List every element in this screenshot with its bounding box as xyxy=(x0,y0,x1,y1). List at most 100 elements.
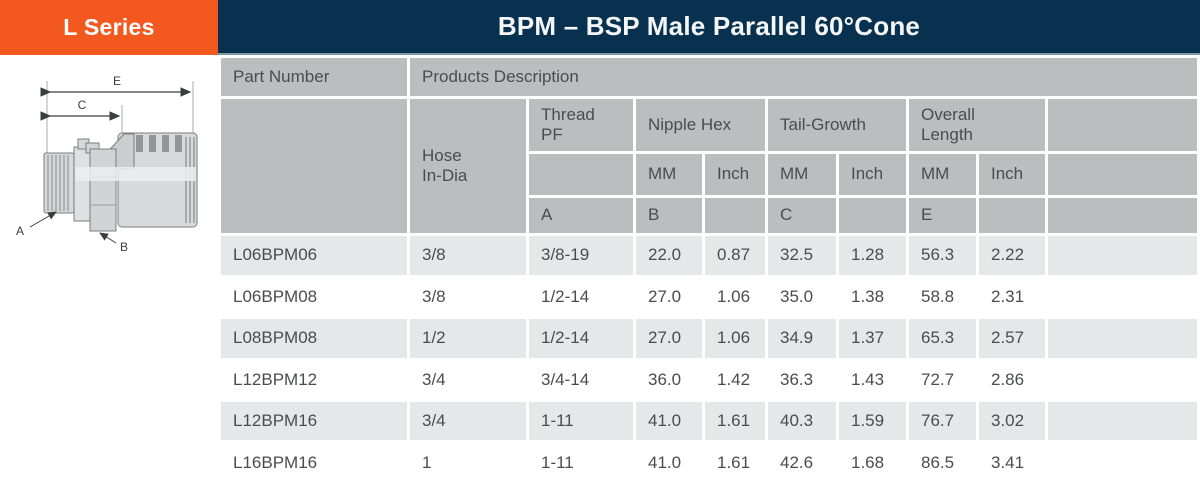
header-spacer-cell xyxy=(839,197,906,234)
cell-hose-in-dia: 1/2 xyxy=(410,319,526,358)
cell-thread-pf: 1-11 xyxy=(529,402,633,441)
cell-nipple-hex-mm: 22.0 xyxy=(636,236,702,275)
unit-header-mm: MM xyxy=(909,154,976,195)
cell-nipple-hex-inch: 1.42 xyxy=(705,360,765,399)
cell-part-number: L12BPM12 xyxy=(221,360,407,399)
cell-spacer xyxy=(1048,277,1197,317)
dim-letter-c: C xyxy=(768,197,836,234)
cell-part-number: L06BPM06 xyxy=(221,236,407,275)
cell-tail-growth-inch: 1.68 xyxy=(839,443,906,482)
cell-spacer xyxy=(1048,360,1197,399)
shell-slot xyxy=(136,135,143,152)
fitting-drawing-svg: E C xyxy=(16,74,198,254)
cell-thread-pf: 3/4-14 xyxy=(529,360,633,399)
table-row: L12BPM16 3/4 1-11 41.0 1.61 40.3 1.59 76… xyxy=(221,402,1197,441)
dimension-label-E: E xyxy=(113,74,121,88)
cell-tail-growth-mm: 32.5 xyxy=(768,236,836,275)
cell-tail-growth-inch: 1.28 xyxy=(839,236,906,275)
fitting-technical-drawing: E C xyxy=(0,55,218,315)
cell-nipple-hex-inch: 1.61 xyxy=(705,402,765,441)
thread-ridges xyxy=(47,155,69,211)
cell-overall-length-inch: 2.22 xyxy=(979,236,1045,275)
cell-tail-growth-mm: 34.9 xyxy=(768,319,836,358)
header-spacer-cell xyxy=(979,197,1045,234)
col-header-nipple-hex: Nipple Hex xyxy=(636,99,765,152)
shell-slot xyxy=(175,135,182,152)
page-title: BPM – BSP Male Parallel 60°Cone xyxy=(497,11,921,41)
table-row: L06BPM06 3/8 3/8-19 22.0 0.87 32.5 1.28 … xyxy=(221,236,1197,275)
cell-hose-in-dia: 1 xyxy=(410,443,526,482)
cell-tail-growth-mm: 42.6 xyxy=(768,443,836,482)
cell-spacer xyxy=(1048,319,1197,358)
unit-header-inch: Inch xyxy=(979,154,1045,195)
header-spacer-cell xyxy=(1048,99,1197,152)
cell-hose-in-dia: 3/4 xyxy=(410,360,526,399)
col-header-hose-in-dia: Hose In-Dia xyxy=(410,99,526,234)
cell-tail-growth-mm: 35.0 xyxy=(768,277,836,317)
cell-spacer xyxy=(1048,443,1197,482)
header-spacer-cell xyxy=(529,154,633,195)
leader-line-b xyxy=(99,232,117,244)
unit-header-mm: MM xyxy=(768,154,836,195)
title-bar: BPM – BSP Male Parallel 60°Cone xyxy=(218,0,1200,55)
cell-overall-length-inch: 2.31 xyxy=(979,277,1045,317)
spec-table: Part Number Products Description Hose In… xyxy=(218,55,1200,485)
cell-nipple-hex-inch: 1.06 xyxy=(705,319,765,358)
col-header-tail-growth: Tail-Growth xyxy=(768,99,906,152)
header-spacer-cell xyxy=(705,197,765,234)
header-spacer-cell xyxy=(1048,197,1197,234)
table-row: L16BPM16 1 1-11 41.0 1.61 42.6 1.68 86.5… xyxy=(221,443,1197,482)
cell-part-number: L08BPM08 xyxy=(221,319,407,358)
col-header-thread-pf: Thread PF xyxy=(529,99,633,152)
col-header-part-number: Part Number xyxy=(221,58,407,97)
shell-slot xyxy=(149,135,156,152)
cell-part-number: L16BPM16 xyxy=(221,443,407,482)
cell-overall-length-mm: 58.8 xyxy=(909,277,976,317)
cell-overall-length-inch: 2.86 xyxy=(979,360,1045,399)
unit-header-inch: Inch xyxy=(839,154,906,195)
cell-overall-length-mm: 56.3 xyxy=(909,236,976,275)
highlight-stripe xyxy=(75,167,196,181)
cell-thread-pf: 1-11 xyxy=(529,443,633,482)
cell-part-number: L12BPM16 xyxy=(221,402,407,441)
col-header-products-description: Products Description xyxy=(410,58,1197,97)
col-header-overall-length: Overall Length xyxy=(909,99,1045,152)
cell-nipple-hex-mm: 41.0 xyxy=(636,402,702,441)
unit-header-mm: MM xyxy=(636,154,702,195)
cell-tail-growth-mm: 36.3 xyxy=(768,360,836,399)
cell-nipple-hex-mm: 27.0 xyxy=(636,319,702,358)
cell-tail-growth-mm: 40.3 xyxy=(768,402,836,441)
series-badge: L Series xyxy=(0,0,218,55)
cell-overall-length-mm: 86.5 xyxy=(909,443,976,482)
flange xyxy=(73,146,91,222)
cell-tail-growth-inch: 1.43 xyxy=(839,360,906,399)
cell-nipple-hex-mm: 27.0 xyxy=(636,277,702,317)
dim-letter-e: E xyxy=(909,197,976,234)
dim-letter-b: B xyxy=(636,197,702,234)
cell-spacer xyxy=(1048,236,1197,275)
cell-overall-length-mm: 72.7 xyxy=(909,360,976,399)
dimension-label-C: C xyxy=(78,98,87,112)
cell-overall-length-inch: 3.41 xyxy=(979,443,1045,482)
header-spacer-cell xyxy=(221,99,407,234)
table-row: L12BPM12 3/4 3/4-14 36.0 1.42 36.3 1.43 … xyxy=(221,360,1197,399)
header-spacer-cell xyxy=(1048,154,1197,195)
cell-thread-pf: 3/8-19 xyxy=(529,236,633,275)
cell-nipple-hex-inch: 0.87 xyxy=(705,236,765,275)
unit-header-inch: Inch xyxy=(705,154,765,195)
cell-nipple-hex-inch: 1.61 xyxy=(705,443,765,482)
cell-hose-in-dia: 3/4 xyxy=(410,402,526,441)
table-row: L08BPM08 1/2 1/2-14 27.0 1.06 34.9 1.37 … xyxy=(221,319,1197,358)
callout-label-b: B xyxy=(120,240,128,254)
cell-tail-growth-inch: 1.59 xyxy=(839,402,906,441)
cell-tail-growth-inch: 1.37 xyxy=(839,319,906,358)
cell-part-number: L06BPM08 xyxy=(221,277,407,317)
cell-thread-pf: 1/2-14 xyxy=(529,277,633,317)
series-label: L Series xyxy=(63,14,155,40)
cell-hose-in-dia: 3/8 xyxy=(410,236,526,275)
cell-overall-length-mm: 65.3 xyxy=(909,319,976,358)
cell-spacer xyxy=(1048,402,1197,441)
cell-nipple-hex-mm: 41.0 xyxy=(636,443,702,482)
leader-line-a xyxy=(29,211,57,228)
